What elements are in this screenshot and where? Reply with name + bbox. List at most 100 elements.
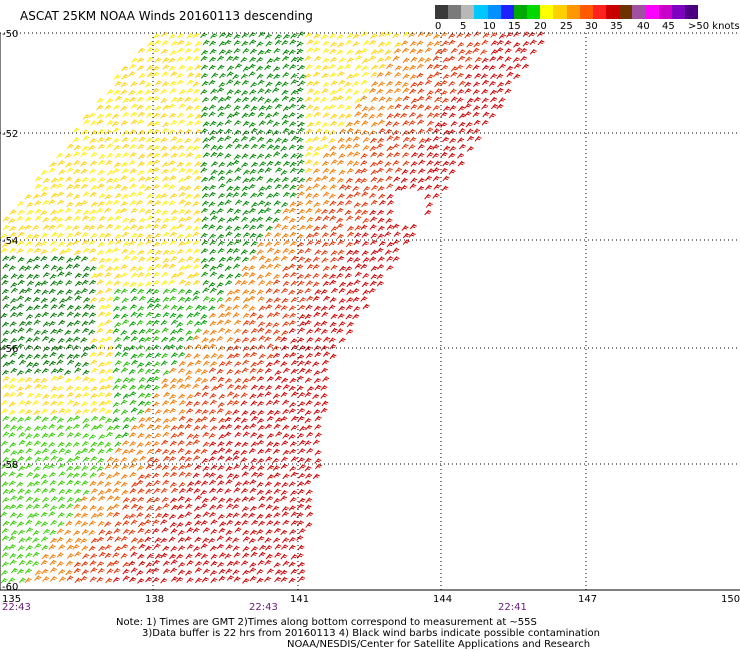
wind-barb <box>336 65 344 71</box>
wind-barb <box>441 64 449 71</box>
wind-barb <box>298 367 306 374</box>
wind-barb <box>225 456 233 462</box>
wind-barb <box>216 474 224 480</box>
wind-barb <box>274 208 282 215</box>
wind-barb <box>25 536 33 543</box>
wind-barb <box>122 152 130 158</box>
wind-barb <box>409 223 417 230</box>
wind-barb <box>195 560 203 567</box>
wind-barb <box>273 359 281 366</box>
wind-barb <box>290 368 298 375</box>
wind-barb <box>216 224 224 231</box>
wind-barb <box>209 248 217 255</box>
wind-barb <box>353 279 361 286</box>
wind-barb <box>154 217 162 224</box>
wind-barb <box>233 295 241 302</box>
wind-barb <box>128 217 136 224</box>
wind-barb <box>226 399 234 406</box>
wind-barb <box>289 192 297 198</box>
wind-barb <box>256 529 264 535</box>
wind-barb <box>56 528 64 535</box>
wind-barb <box>392 239 400 246</box>
wind-barb <box>74 537 82 544</box>
wind-barb <box>184 128 192 135</box>
wind-barb <box>504 79 512 86</box>
wind-barb <box>128 177 136 183</box>
wind-barb <box>433 40 441 47</box>
wind-barb <box>146 144 154 151</box>
wind-barb <box>82 247 90 254</box>
wind-barb <box>42 393 50 400</box>
wind-barb <box>16 481 24 488</box>
wind-barb <box>66 432 74 438</box>
wind-barb <box>216 543 224 550</box>
wind-barb <box>402 104 410 111</box>
wind-barb <box>178 383 186 390</box>
wind-barb <box>267 409 275 416</box>
wind-barb <box>473 119 481 126</box>
wind-barb <box>353 128 361 135</box>
wind-barb <box>120 329 128 336</box>
wind-barb <box>265 489 273 496</box>
wind-barb <box>112 127 120 134</box>
wind-barb <box>154 80 162 86</box>
wind-barb <box>281 114 289 120</box>
wind-barb <box>120 473 128 480</box>
wind-barb <box>250 81 258 88</box>
wind-barb <box>328 63 336 70</box>
wind-barb <box>201 480 209 487</box>
wind-barb <box>161 40 169 46</box>
wind-barb <box>48 199 56 205</box>
wind-barb <box>320 385 328 391</box>
wind-barb <box>144 281 152 287</box>
wind-barb <box>427 168 435 174</box>
wind-barb <box>424 209 432 216</box>
wind-barb <box>34 176 42 182</box>
wind-barb <box>145 463 153 470</box>
wind-barb <box>265 297 273 304</box>
wind-barb <box>169 295 177 302</box>
wind-barb <box>248 538 256 544</box>
wind-barb <box>177 241 185 247</box>
wind-barb <box>360 296 368 302</box>
wind-barb <box>256 472 264 478</box>
wind-barb <box>128 560 136 567</box>
wind-barb <box>218 192 226 199</box>
wind-barb <box>122 561 130 568</box>
wind-barb <box>152 336 160 342</box>
wind-barb <box>120 81 128 88</box>
wind-barb <box>306 511 314 518</box>
wind-barb <box>314 384 322 391</box>
wind-barb <box>378 41 386 48</box>
wind-barb <box>48 224 56 231</box>
wind-barb <box>392 160 400 166</box>
wind-barb <box>440 111 448 118</box>
colorbar-label: 0 <box>435 21 442 32</box>
wind-barb <box>417 128 425 135</box>
wind-barb <box>10 351 18 358</box>
wind-barb <box>10 450 18 456</box>
wind-barb <box>242 320 250 326</box>
wind-barb <box>394 71 402 78</box>
wind-barb <box>122 377 130 383</box>
wind-barb <box>145 488 153 495</box>
wind-barb <box>73 415 81 421</box>
wind-barb <box>25 559 33 566</box>
wind-barb <box>24 577 32 584</box>
wind-barb <box>40 297 48 304</box>
wind-barb <box>274 543 282 550</box>
wind-barb <box>225 512 233 519</box>
wind-barb <box>74 497 82 504</box>
wind-barb <box>304 151 312 158</box>
wind-barb <box>89 480 97 487</box>
wind-barb <box>226 65 234 72</box>
wind-barb <box>305 233 313 239</box>
wind-barb <box>433 63 441 70</box>
wind-barb <box>153 303 161 309</box>
wind-barb <box>363 39 371 46</box>
wind-barb <box>51 231 59 238</box>
wind-barb <box>202 287 210 294</box>
wind-barb <box>65 271 73 278</box>
wind-barb <box>113 162 121 168</box>
wind-barb <box>192 32 200 39</box>
